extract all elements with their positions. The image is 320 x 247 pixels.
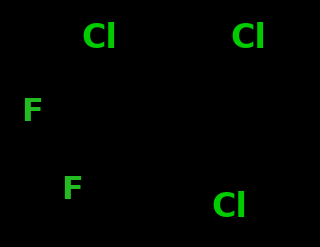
Text: Cl: Cl [230,22,266,55]
Text: Cl: Cl [211,191,247,224]
Text: Cl: Cl [82,22,117,55]
Text: F: F [61,175,83,206]
Text: F: F [21,97,43,128]
